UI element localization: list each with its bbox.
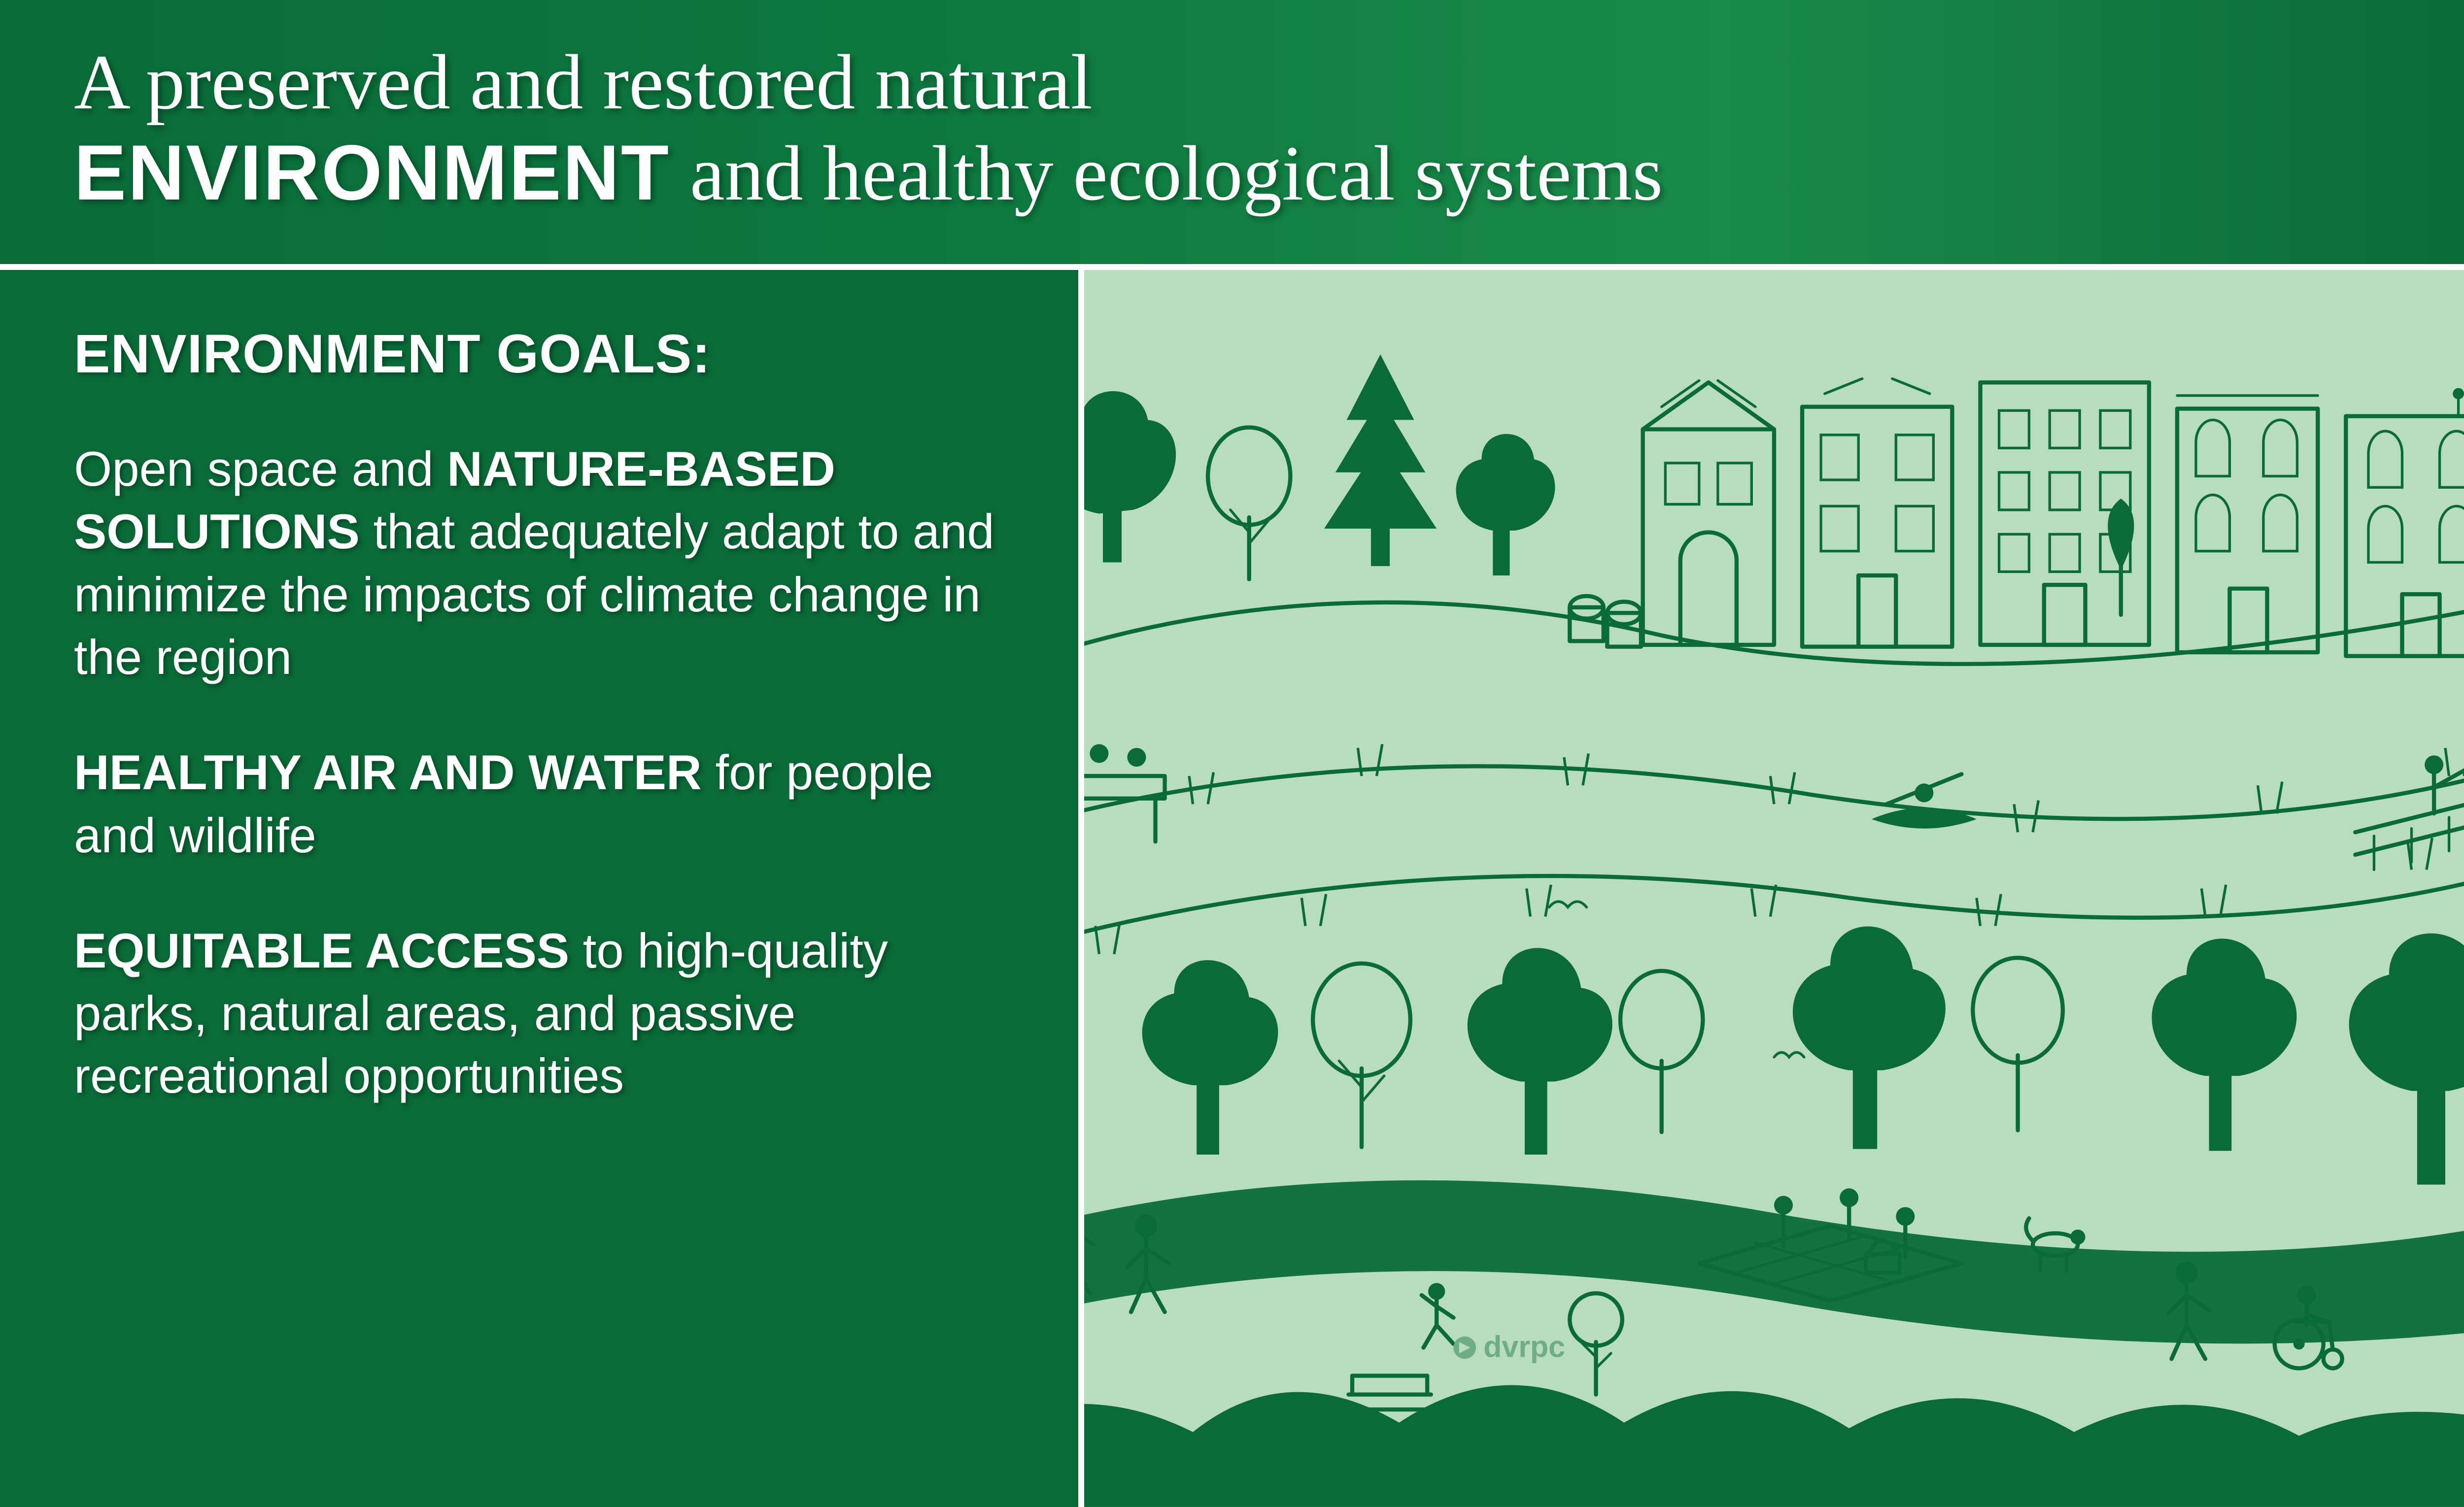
goal-item-1: Open space and NATURE-BASED SOLUTIONS th… <box>74 438 1004 689</box>
slide-header: A preserved and restored natural ENVIRON… <box>0 0 2464 270</box>
illustration-panel: .fg { fill:#0a6b38; } .ln { stroke:#0a6b… <box>1084 270 2464 1507</box>
slide-environment: A preserved and restored natural ENVIRON… <box>0 0 2464 1507</box>
goals-panel: ENVIRONMENT GOALS: Open space and NATURE… <box>0 270 1084 1507</box>
goal-item-3: EQUITABLE ACCESS to high-quality parks, … <box>74 920 1004 1108</box>
title-line-2: ENVIRONMENT and healthy ecological syste… <box>74 128 2390 219</box>
title-line-2-rest: and healthy ecological systems <box>670 130 1663 217</box>
title-bold-word: ENVIRONMENT <box>74 129 670 216</box>
content-row: ENVIRONMENT GOALS: Open space and NATURE… <box>0 270 2464 1507</box>
goal-2-bold: HEALTHY AIR AND WATER <box>74 745 702 800</box>
goal-3-bold: EQUITABLE ACCESS <box>74 924 569 978</box>
park-town-illustration: .fg { fill:#0a6b38; } .ln { stroke:#0a6b… <box>1084 270 2464 1507</box>
goal-item-2: HEALTHY AIR AND WATER for people and wil… <box>74 741 1004 867</box>
title-line-1: A preserved and restored natural <box>74 37 2390 128</box>
goal-1-pre: Open space and <box>74 442 447 497</box>
watermark-text: dvrpc <box>1483 1330 1565 1364</box>
goals-heading: ENVIRONMENT GOALS: <box>74 323 1004 385</box>
